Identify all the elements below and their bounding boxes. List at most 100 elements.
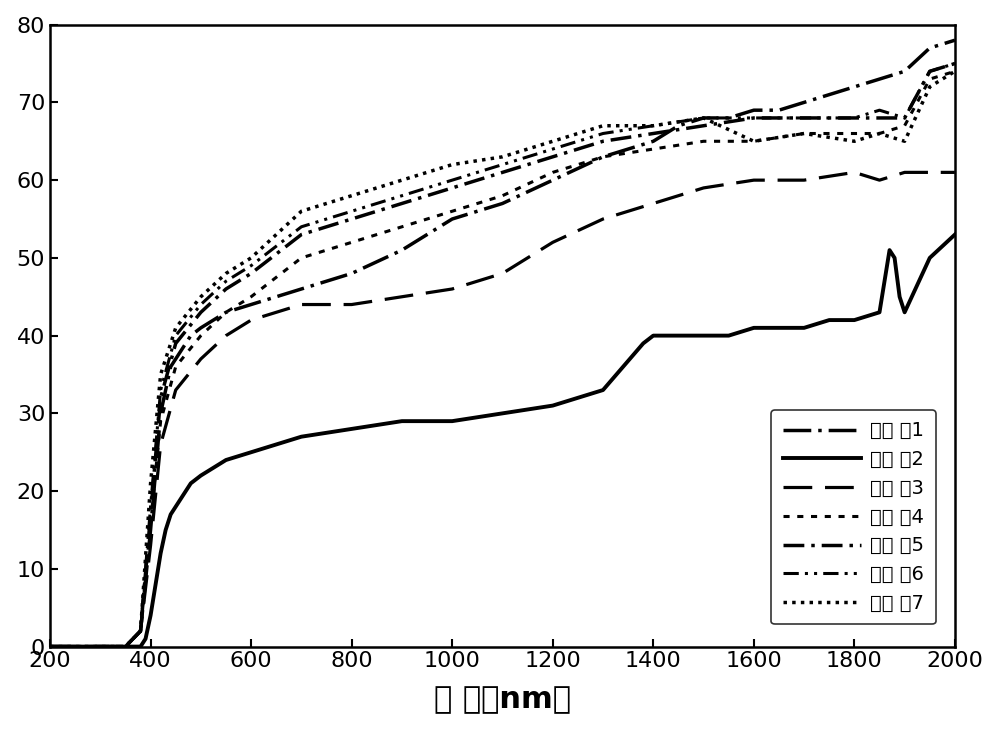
实施 例2 [135,643,147,651]
实施 例1 [396,246,408,254]
实施 例5 [245,269,257,278]
实施 例2 [773,323,785,332]
实施 例6 [220,277,232,286]
实施 例5 [899,113,911,122]
实施 例3 [145,541,157,550]
实施 例1 [798,98,810,107]
实施 例1 [848,83,860,91]
实施 例5 [346,215,358,224]
实施 例3 [44,643,56,651]
实施 例5 [698,121,710,130]
实施 例1 [119,643,131,651]
实施 例2 [396,417,408,425]
实施 例3 [873,175,885,184]
实施 例1 [135,626,147,635]
实施 例3 [195,355,207,363]
实施 例1 [672,121,684,130]
实施 例1 [698,113,710,122]
实施 例5 [135,626,147,635]
实施 例4 [748,137,760,145]
实施 例6 [396,192,408,200]
实施 例4 [647,145,659,154]
X-axis label: 波 长（nm）: 波 长（nm） [434,686,571,714]
实施 例2 [446,417,458,425]
实施 例6 [295,222,307,231]
实施 例1 [346,269,358,278]
实施 例6 [170,331,182,340]
实施 例3 [119,643,131,651]
实施 例1 [924,44,936,53]
实施 例5 [119,643,131,651]
实施 例1 [195,323,207,332]
实施 例3 [748,175,760,184]
实施 例3 [135,626,147,635]
实施 例6 [145,502,157,511]
实施 例4 [698,137,710,145]
实施 例1 [446,215,458,224]
实施 例4 [798,129,810,138]
Legend: 实施 例1, 实施 例2, 实施 例3, 实施 例4, 实施 例5, 实施 例6, 实施 例7: 实施 例1, 实施 例2, 实施 例3, 实施 例4, 实施 例5, 实施 例6… [771,410,936,624]
实施 例2 [723,331,735,340]
实施 例1 [496,199,508,208]
实施 例7 [346,192,358,200]
实施 例5 [647,129,659,138]
Line: 实施 例1: 实施 例1 [50,40,955,647]
实施 例5 [848,113,860,122]
Line: 实施 例5: 实施 例5 [50,64,955,647]
实施 例2 [155,549,167,558]
实施 例4 [597,153,609,162]
实施 例4 [873,129,885,138]
实施 例2 [647,331,659,340]
实施 例3 [924,168,936,177]
实施 例7 [145,479,157,488]
实施 例4 [848,129,860,138]
实施 例1 [155,409,167,417]
实施 例2 [195,471,207,480]
实施 例2 [823,316,835,325]
实施 例5 [748,113,760,122]
实施 例7 [899,137,911,145]
实施 例7 [547,137,559,145]
实施 例3 [245,316,257,325]
实施 例3 [170,386,182,395]
实施 例6 [346,207,358,216]
实施 例2 [160,526,172,534]
实施 例3 [295,300,307,309]
实施 例5 [496,168,508,177]
实施 例6 [748,113,760,122]
实施 例7 [798,129,810,138]
实施 例2 [44,643,56,651]
实施 例2 [185,479,197,488]
实施 例7 [698,113,710,122]
实施 例1 [723,113,735,122]
实施 例2 [889,254,901,262]
实施 例1 [44,643,56,651]
实施 例5 [145,510,157,519]
实施 例4 [295,254,307,262]
实施 例2 [145,611,157,620]
实施 例2 [496,409,508,417]
实施 例5 [295,230,307,239]
实施 例7 [873,129,885,138]
实施 例4 [949,67,961,76]
实施 例2 [884,246,896,254]
实施 例2 [662,331,674,340]
实施 例5 [798,113,810,122]
实施 例6 [924,67,936,76]
实施 例1 [597,153,609,162]
实施 例3 [496,269,508,278]
实施 例7 [446,160,458,169]
实施 例6 [446,175,458,184]
实施 例2 [672,331,684,340]
实施 例1 [185,331,197,340]
实施 例2 [899,308,911,317]
实施 例2 [873,308,885,317]
实施 例6 [647,121,659,130]
实施 例6 [798,113,810,122]
实施 例7 [949,67,961,76]
实施 例2 [848,316,860,325]
实施 例7 [748,137,760,145]
实施 例2 [220,455,232,464]
实施 例3 [798,175,810,184]
实施 例2 [637,339,649,348]
